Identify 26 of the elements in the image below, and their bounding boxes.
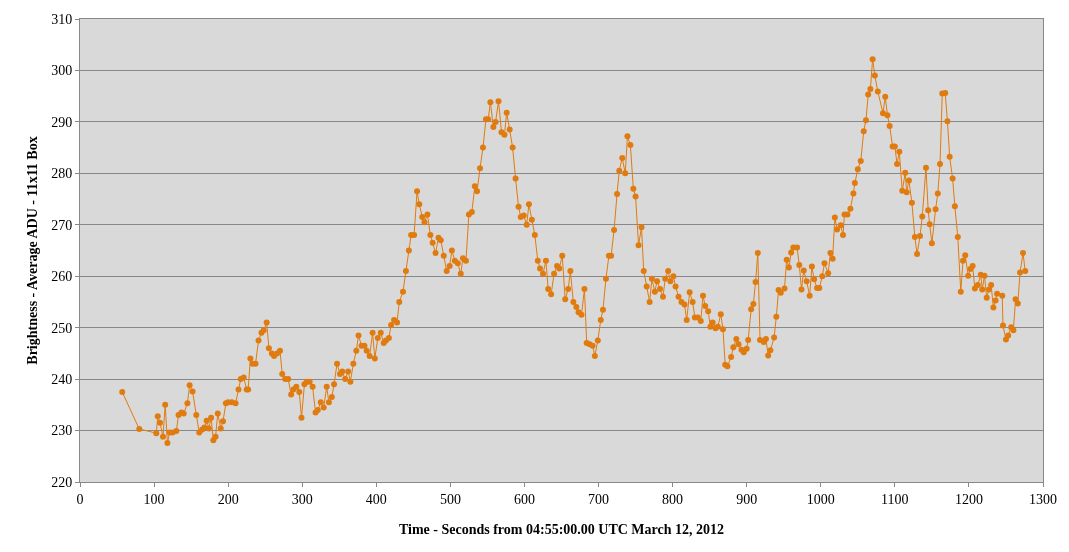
x-tick-label: 1200 [954,491,983,507]
x-axis-title: Time - Seconds from 04:55:00.00 UTC March 12, 2012 [398,522,725,538]
y-tick-label: 280 [51,166,73,182]
x-tick-label: 300 [291,491,313,507]
x-tick-label: 400 [365,491,387,507]
x-tick-label: 200 [217,491,239,507]
y-tick-label: 270 [51,217,73,233]
y-tick-label: 220 [51,474,73,490]
x-tick-label: 700 [588,491,610,507]
x-tick-label: 1000 [806,491,835,507]
y-axis-title: Brightness - Average ADU - 11x11 Box [24,136,40,365]
x-tick-label: 1300 [1029,491,1057,507]
x-tick-label: 100 [143,491,165,507]
x-tick-label: 500 [439,491,461,507]
y-tick-label: 290 [51,114,73,130]
y-tick-label: 260 [51,269,73,285]
y-tick-label: 300 [51,63,73,79]
x-tick-label: 900 [736,491,758,507]
y-tick-label: 250 [51,320,73,336]
x-tick-label: 600 [513,491,535,507]
y-tick-label: 310 [51,11,73,27]
y-tick-label: 240 [51,372,73,388]
x-tick-label: 0 [76,491,84,507]
x-tick-label: 1100 [881,491,909,507]
y-tick-label: 230 [51,423,73,439]
x-tick-label: 800 [662,491,684,507]
